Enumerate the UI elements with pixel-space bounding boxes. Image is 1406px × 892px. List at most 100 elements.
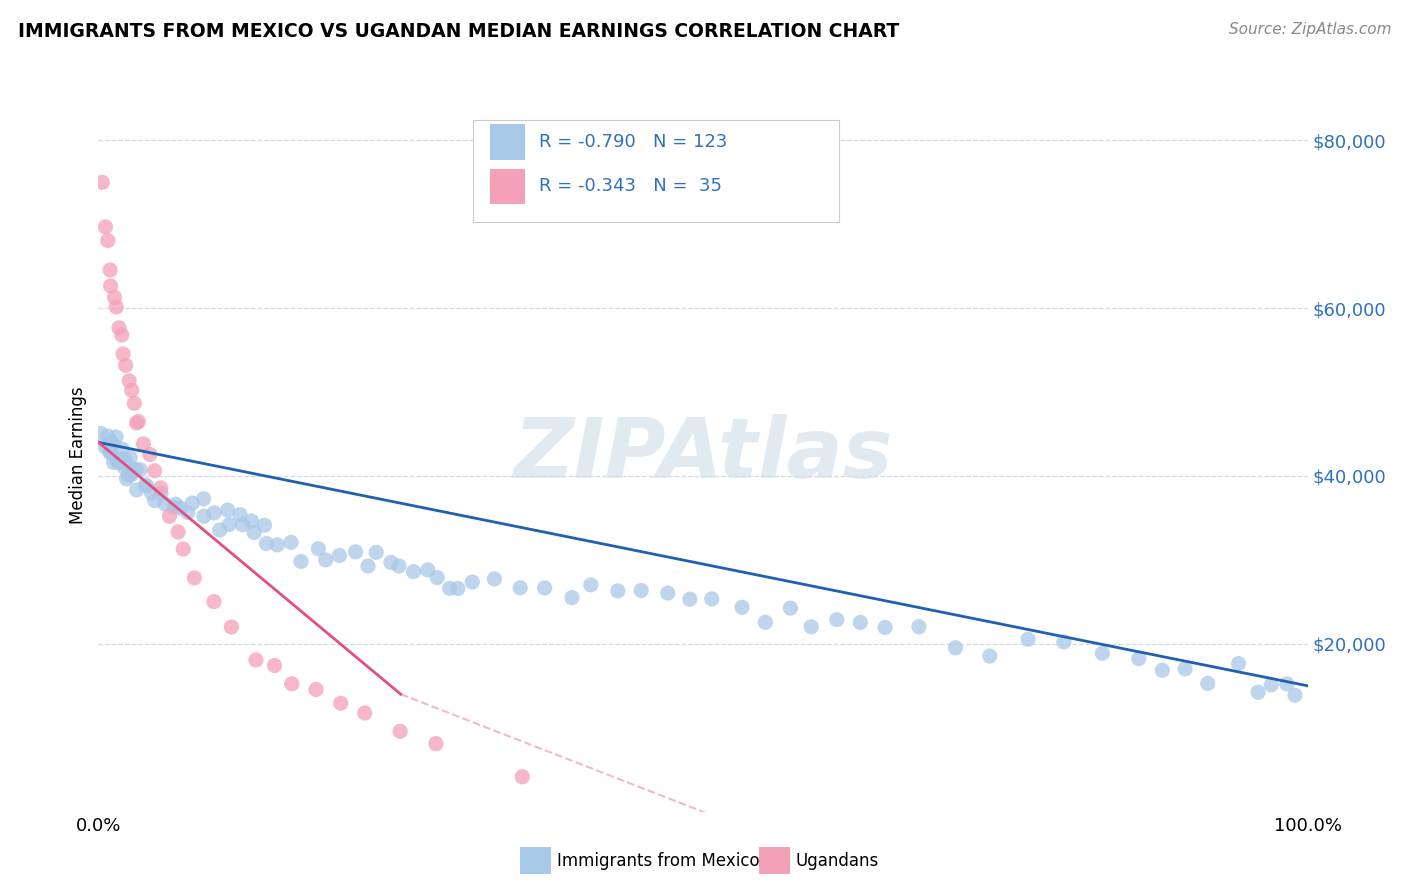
Point	[800, 620, 823, 634]
Point	[129, 463, 152, 477]
Point	[825, 613, 848, 627]
Point	[90, 426, 112, 441]
Point	[243, 525, 266, 540]
Point	[183, 571, 205, 585]
Point	[630, 583, 652, 598]
Point	[447, 582, 470, 596]
Point	[202, 506, 225, 520]
Point	[120, 467, 142, 482]
Point	[111, 442, 134, 457]
Point	[94, 440, 117, 454]
Point	[169, 500, 191, 515]
Point	[1017, 632, 1039, 647]
Point	[141, 486, 163, 500]
Point	[263, 658, 285, 673]
Point	[240, 514, 263, 528]
Point	[380, 556, 402, 570]
Point	[657, 586, 679, 600]
Point	[114, 456, 136, 470]
Point	[344, 545, 367, 559]
Point	[329, 696, 352, 710]
Point	[120, 460, 142, 475]
Point	[127, 415, 149, 429]
Point	[100, 279, 122, 293]
Point	[875, 620, 897, 634]
Point	[425, 737, 447, 751]
Point	[163, 500, 186, 515]
Point	[307, 541, 329, 556]
Point	[143, 493, 166, 508]
Point	[290, 554, 312, 568]
Point	[979, 648, 1001, 663]
Point	[172, 541, 194, 556]
Point	[254, 536, 277, 550]
Point	[176, 506, 198, 520]
Point	[110, 451, 132, 466]
Point	[121, 384, 143, 398]
Point	[149, 481, 172, 495]
Point	[139, 447, 162, 461]
Point	[1284, 688, 1306, 702]
Point	[945, 640, 967, 655]
Point	[100, 441, 122, 455]
Point	[1260, 678, 1282, 692]
Text: Immigrants from Mexico: Immigrants from Mexico	[557, 852, 759, 870]
Text: R = -0.343   N =  35: R = -0.343 N = 35	[540, 178, 723, 195]
Point	[510, 770, 533, 784]
Point	[1128, 651, 1150, 665]
Point	[112, 347, 135, 361]
Point	[1197, 676, 1219, 690]
Point	[305, 682, 328, 697]
Point	[103, 455, 125, 469]
Point	[100, 434, 122, 449]
Point	[754, 615, 776, 630]
Point	[1275, 677, 1298, 691]
Point	[111, 328, 134, 343]
Point	[509, 581, 531, 595]
Text: Ugandans: Ugandans	[796, 852, 879, 870]
Point	[120, 450, 142, 465]
Point	[1053, 635, 1076, 649]
Point	[193, 491, 215, 506]
Point	[98, 444, 121, 458]
Point	[125, 483, 148, 497]
Point	[202, 594, 225, 608]
Point	[114, 452, 136, 467]
Point	[165, 497, 187, 511]
Point	[114, 359, 136, 373]
Point	[104, 290, 127, 304]
Point	[117, 468, 139, 483]
Text: ZIPAtlas: ZIPAtlas	[513, 415, 893, 495]
Point	[134, 478, 156, 492]
Point	[118, 374, 141, 388]
Point	[908, 620, 931, 634]
Point	[150, 486, 173, 500]
Point	[1247, 685, 1270, 699]
Point	[143, 464, 166, 478]
Point	[132, 437, 155, 451]
Point	[679, 592, 702, 607]
Point	[484, 572, 506, 586]
Point	[125, 462, 148, 476]
Point	[561, 591, 583, 605]
Text: Source: ZipAtlas.com: Source: ZipAtlas.com	[1229, 22, 1392, 37]
Point	[461, 575, 484, 590]
Point	[579, 578, 602, 592]
Text: IMMIGRANTS FROM MEXICO VS UGANDAN MEDIAN EARNINGS CORRELATION CHART: IMMIGRANTS FROM MEXICO VS UGANDAN MEDIAN…	[18, 22, 900, 41]
Point	[388, 559, 411, 574]
Point	[157, 509, 180, 524]
Point	[245, 653, 267, 667]
Point	[1227, 657, 1250, 671]
Point	[1174, 662, 1197, 676]
Point	[124, 396, 146, 410]
Point	[266, 538, 288, 552]
Point	[439, 582, 461, 596]
Point	[193, 509, 215, 524]
Point	[98, 263, 121, 277]
Point	[108, 456, 131, 470]
Point	[105, 430, 128, 444]
Point	[700, 591, 723, 606]
Point	[353, 706, 375, 720]
Point	[218, 517, 240, 532]
Y-axis label: Median Earnings: Median Earnings	[69, 386, 87, 524]
